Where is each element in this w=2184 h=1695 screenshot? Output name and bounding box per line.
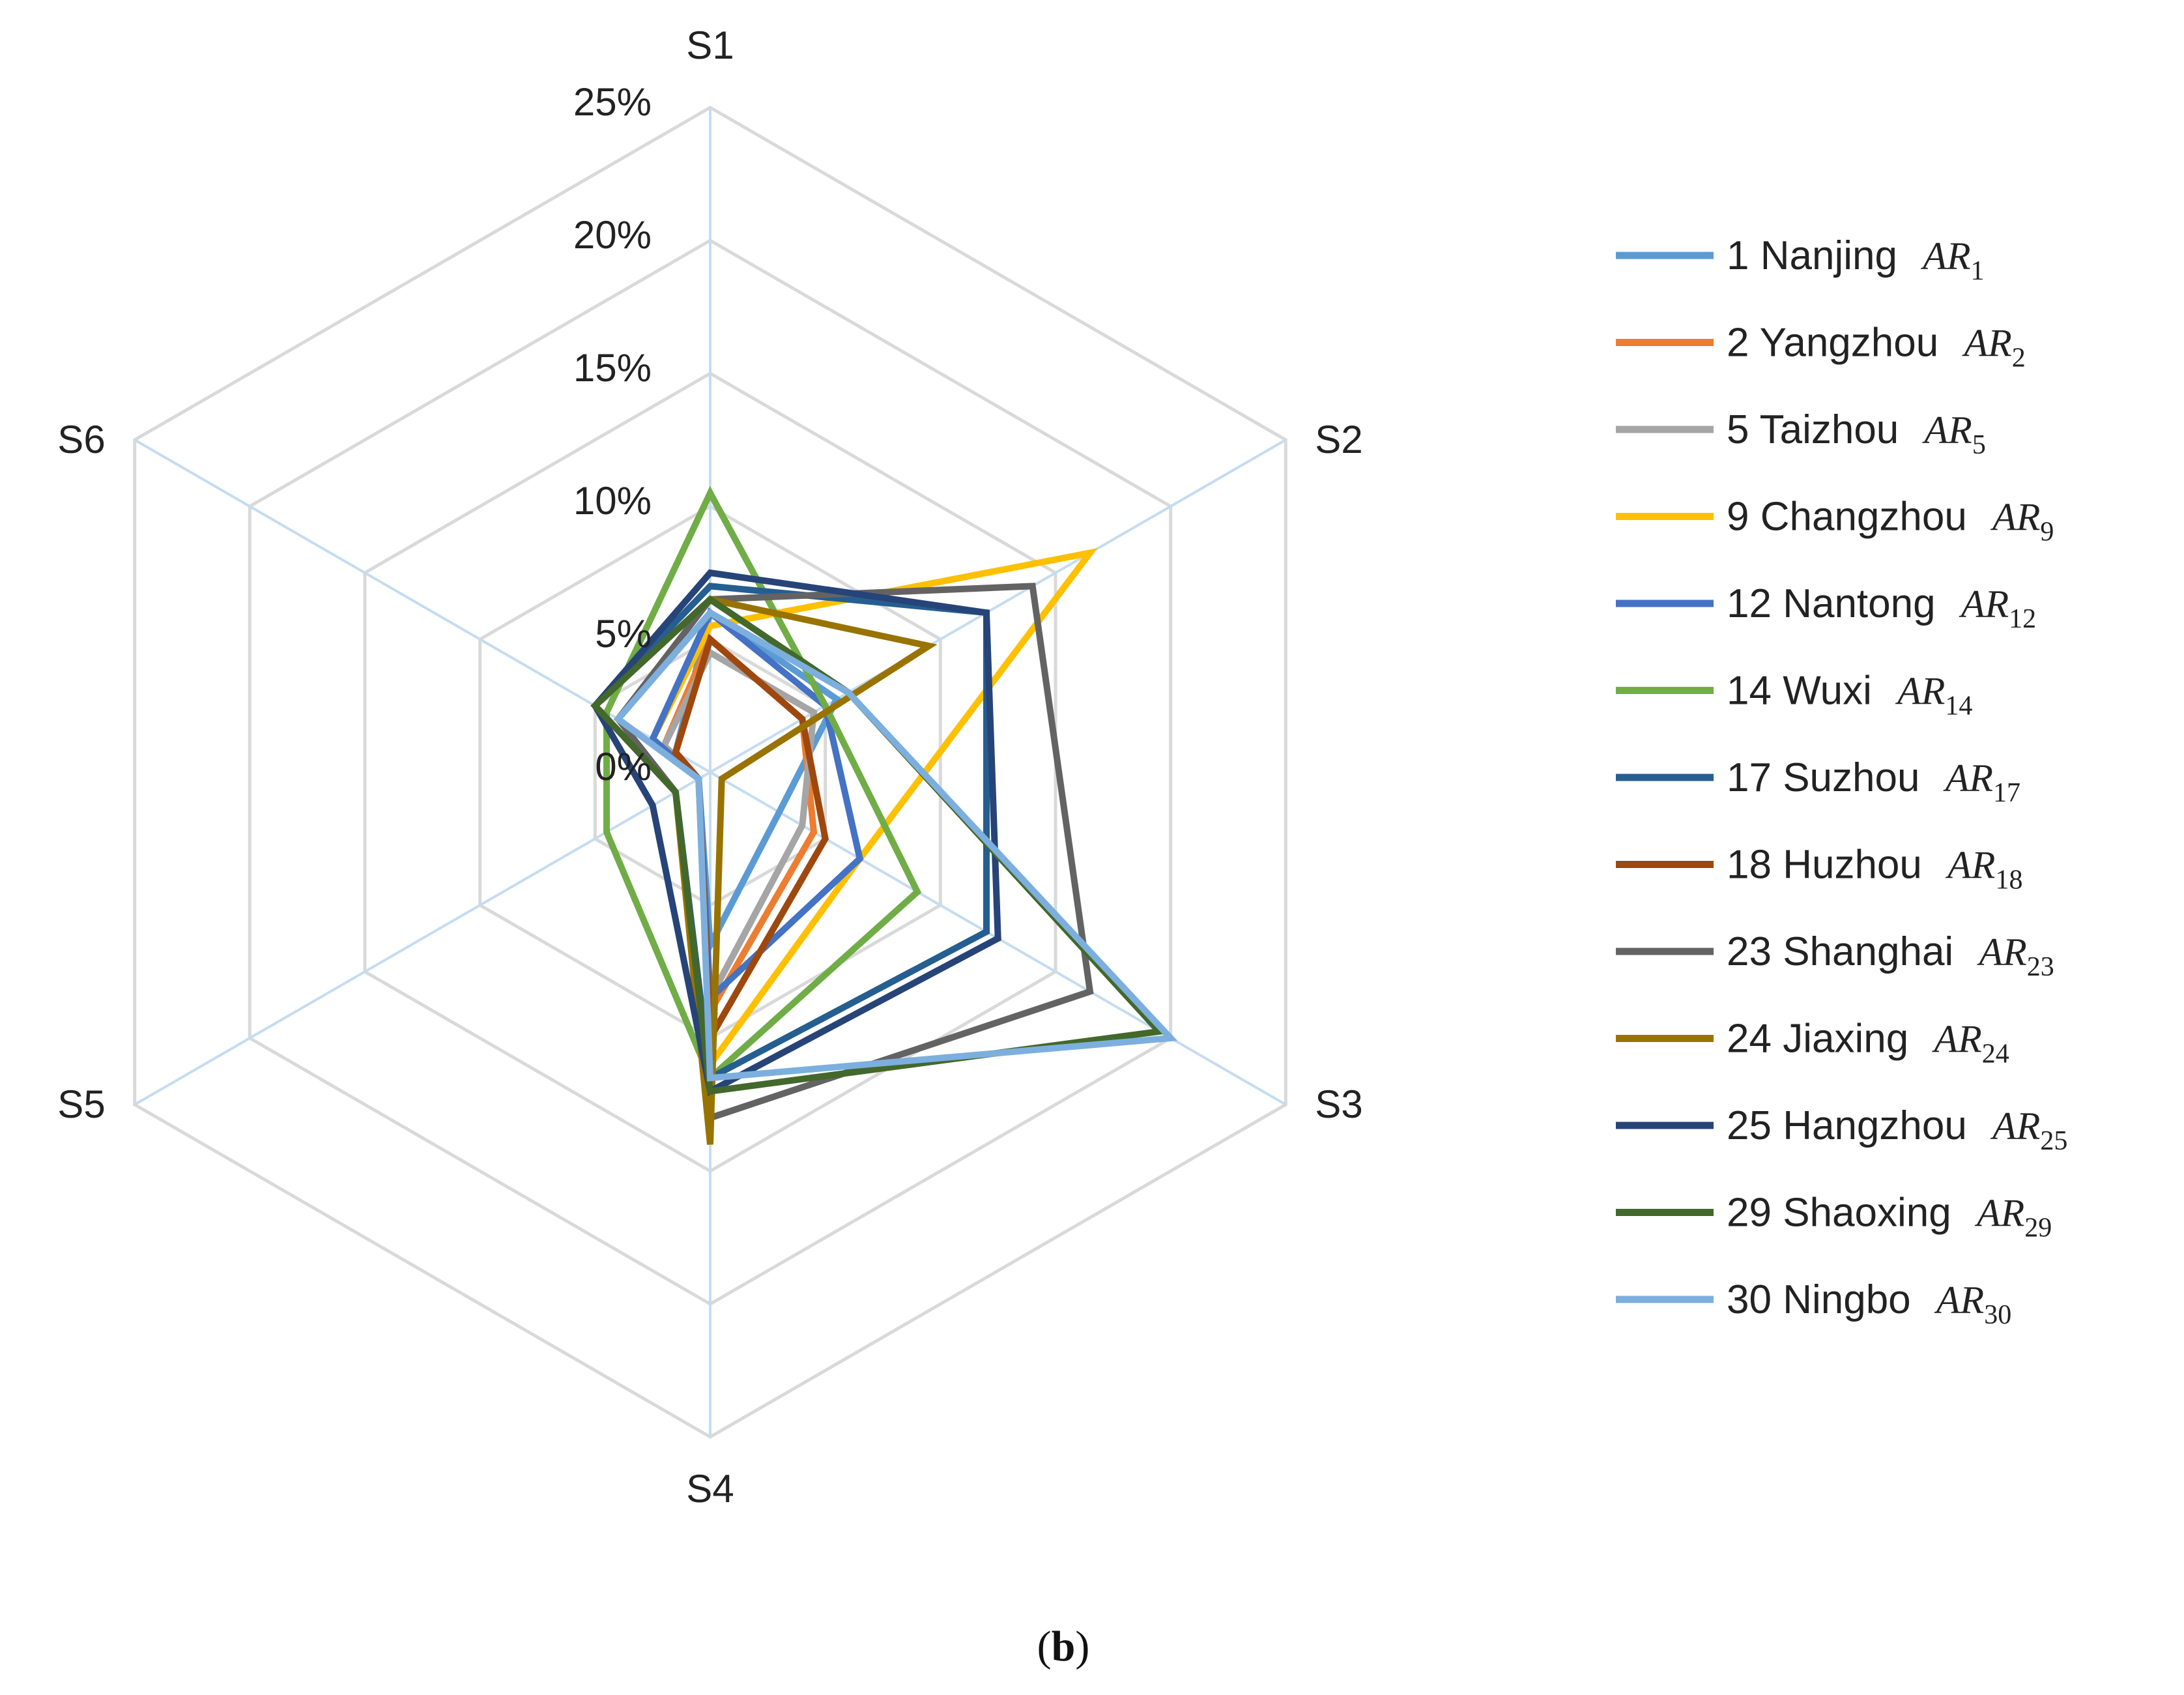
axis-label-s5: S5 <box>57 1082 105 1126</box>
legend-item: 18 Huzhou AR18 <box>1616 843 2022 895</box>
legend-series-name: 29 Shaoxing <box>1727 1191 1962 1236</box>
axis-label-s2: S2 <box>1315 418 1362 461</box>
legend-series-name: 30 Ningbo <box>1727 1277 1922 1322</box>
legend-series-name: 2 Yangzhou <box>1727 321 1949 366</box>
legend-series-name: 23 Shanghai <box>1727 929 1964 974</box>
legend-label: 12 Nantong AR12 <box>1727 581 2036 634</box>
legend-label: 23 Shanghai AR23 <box>1727 929 2054 982</box>
series-line-4 <box>648 607 864 1006</box>
legend-label: 25 Hangzhou AR25 <box>1727 1103 2067 1156</box>
legend-subscript: 12 <box>2009 604 2036 634</box>
tick-label: 25% <box>573 80 652 124</box>
legend-subscript: 23 <box>2027 952 2054 982</box>
legend-symbol: AR <box>1895 670 1945 713</box>
legend-symbol: AR <box>1990 1105 2040 1148</box>
spoke-s2 <box>709 439 1287 774</box>
legend-label: 1 Nanjing AR1 <box>1727 233 1985 286</box>
legend-item: 23 Shanghai AR23 <box>1616 929 2054 982</box>
legend-series-name: 24 Jiaxing <box>1727 1017 1919 1062</box>
legend-symbol: AR <box>1945 844 1995 887</box>
legend-item: 2 Yangzhou AR2 <box>1616 321 2026 373</box>
legend-symbol: AR <box>1961 322 2011 365</box>
legend-series-name: 1 Nanjing <box>1727 233 1908 278</box>
legend-subscript: 30 <box>1984 1300 2011 1330</box>
legend-subscript: 25 <box>2040 1126 2067 1156</box>
legend-symbol: AR <box>1976 931 2026 974</box>
tick-label: 20% <box>573 213 652 257</box>
radial-tick-labels: 0% 5% 10% 15% 20% 25% <box>573 80 652 789</box>
legend-subscript: 14 <box>1945 691 1972 721</box>
axis-label-s1: S1 <box>686 23 734 67</box>
legend-subscript: 18 <box>1995 865 2022 895</box>
tick-label: 0% <box>595 745 652 789</box>
legend-symbol: AR <box>1922 409 1972 452</box>
legend-symbol: AR <box>1920 235 1970 278</box>
legend-symbol: AR <box>1974 1192 2024 1235</box>
legend-series-name: 14 Wuxi <box>1727 669 1883 714</box>
tick-label: 5% <box>595 612 652 656</box>
legend-item: 12 Nantong AR12 <box>1616 581 2036 634</box>
legend-subscript: 17 <box>1993 778 2020 808</box>
legend-series-name: 18 Huzhou <box>1727 843 1933 888</box>
legend-subscript: 29 <box>2024 1213 2052 1243</box>
legend-symbol: AR <box>1959 583 2009 626</box>
legend-item: 1 Nanjing AR1 <box>1616 233 1985 286</box>
legend-label: 29 Shaoxing AR29 <box>1727 1191 2052 1243</box>
legend-series-name: 12 Nantong <box>1727 581 1947 626</box>
legend: 1 Nanjing AR12 Yangzhou AR25 Taizhou AR5… <box>1616 233 2067 1330</box>
legend-symbol: AR <box>1934 1279 1984 1322</box>
legend-label: 5 Taizhou AR5 <box>1727 407 1986 460</box>
legend-symbol: AR <box>1943 757 1993 800</box>
axis-label-s4: S4 <box>686 1467 734 1511</box>
legend-symbol: AR <box>1990 496 2040 539</box>
legend-label: 14 Wuxi AR14 <box>1727 669 1972 721</box>
spoke-s6 <box>134 439 711 774</box>
legend-item: 30 Ningbo AR30 <box>1616 1277 2011 1330</box>
legend-subscript: 2 <box>2012 343 2026 373</box>
radar-series <box>590 485 1178 1145</box>
spoke-s5 <box>134 771 711 1106</box>
figure-caption: (b) <box>1037 1623 1090 1670</box>
legend-series-name: 5 Taizhou <box>1727 407 1910 452</box>
series-line-12 <box>613 608 1178 1082</box>
legend-subscript: 5 <box>1972 430 1986 460</box>
legend-label: 24 Jiaxing AR24 <box>1727 1017 2009 1069</box>
legend-series-name: 9 Changzhou <box>1727 495 1978 540</box>
tick-label: 10% <box>573 479 652 523</box>
legend-item: 29 Shaoxing AR29 <box>1616 1191 2052 1243</box>
legend-item: 24 Jiaxing AR24 <box>1616 1017 2009 1069</box>
legend-label: 2 Yangzhou AR2 <box>1727 321 2026 373</box>
legend-item: 25 Hangzhou AR25 <box>1616 1103 2067 1156</box>
legend-label: 30 Ningbo AR30 <box>1727 1277 2011 1330</box>
axis-label-s6: S6 <box>57 418 105 461</box>
legend-series-name: 17 Suzhou <box>1727 755 1931 800</box>
legend-label: 9 Changzhou AR9 <box>1727 495 2054 547</box>
legend-item: 5 Taizhou AR5 <box>1616 407 1986 460</box>
legend-label: 18 Huzhou AR18 <box>1727 843 2022 895</box>
legend-item: 14 Wuxi AR14 <box>1616 669 1972 721</box>
axis-label-s3: S3 <box>1315 1082 1362 1126</box>
legend-subscript: 24 <box>1982 1039 2009 1069</box>
legend-subscript: 9 <box>2040 517 2054 547</box>
legend-subscript: 1 <box>1971 256 1985 286</box>
legend-label: 17 Suzhou AR17 <box>1727 755 2020 808</box>
legend-series-name: 25 Hangzhou <box>1727 1103 1978 1148</box>
legend-item: 9 Changzhou AR9 <box>1616 495 2054 547</box>
tick-label: 15% <box>573 346 652 390</box>
radar-spokes <box>134 108 1287 1437</box>
series-line-2 <box>660 648 818 1011</box>
legend-symbol: AR <box>1931 1018 1981 1061</box>
legend-item: 17 Suzhou AR17 <box>1616 755 2020 808</box>
axis-labels: S1 S2 S3 S4 S5 S6 <box>57 23 1362 1511</box>
